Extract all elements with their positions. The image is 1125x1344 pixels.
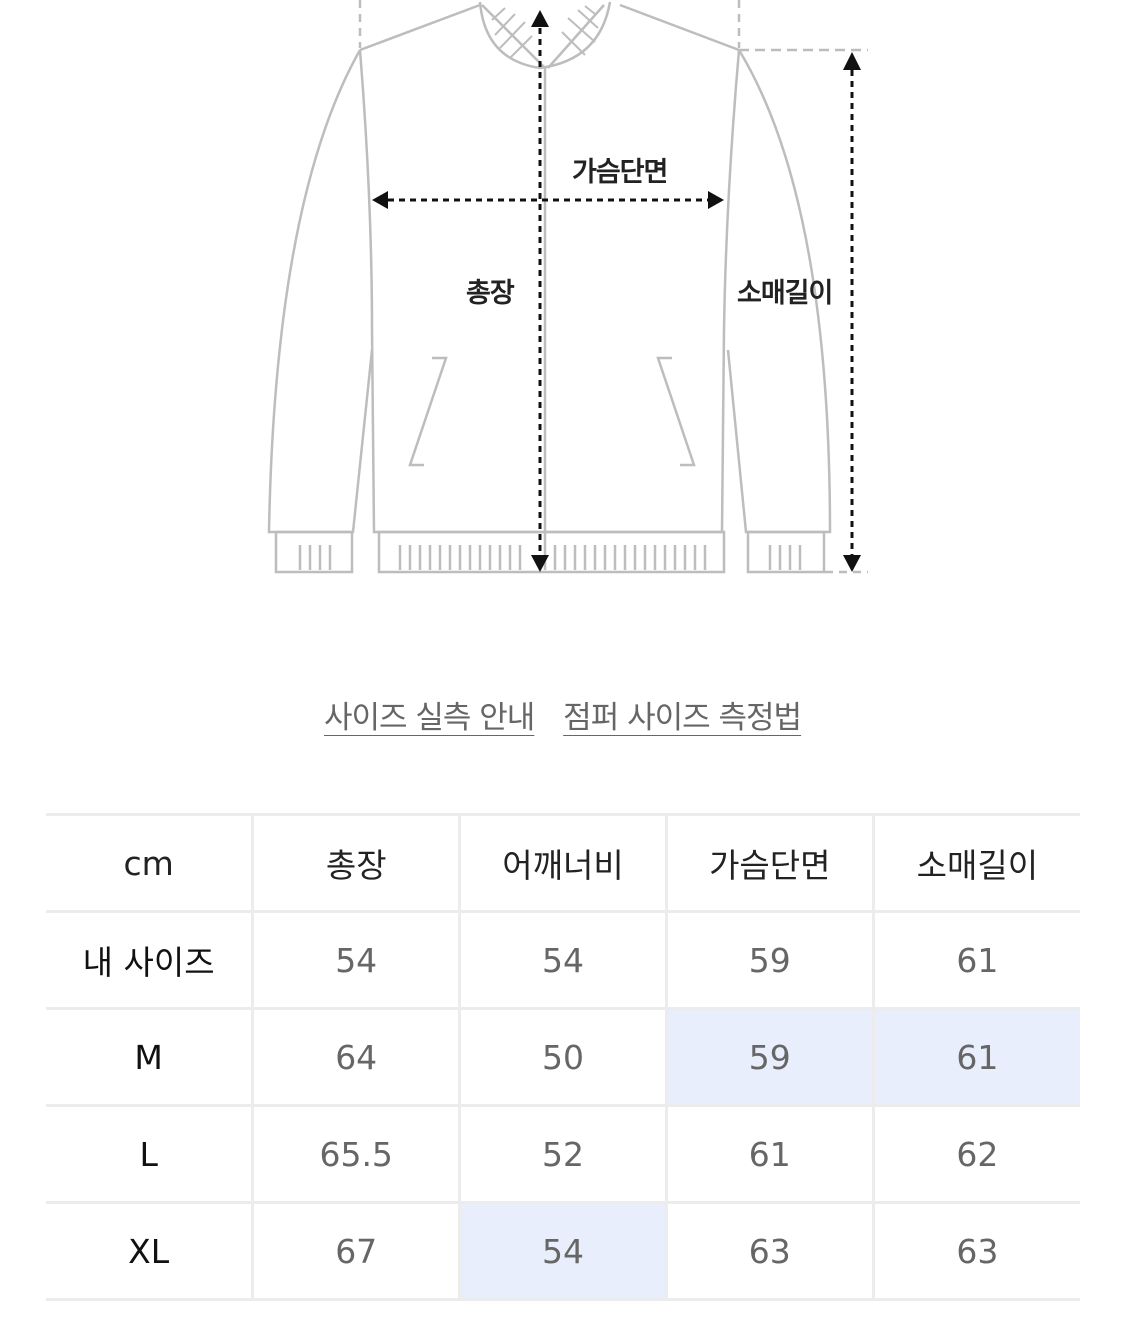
measurement-cell: 54 <box>458 910 668 1010</box>
measurement-cell: 63 <box>871 1201 1080 1301</box>
size-label: 내 사이즈 <box>46 910 255 1010</box>
table-row: L 65.5 52 61 62 <box>46 1104 1080 1204</box>
measurement-cell: 59 <box>664 910 875 1010</box>
measurement-cell: 61 <box>871 1007 1080 1107</box>
table-row: M 64 50 59 61 <box>46 1007 1080 1107</box>
measurement-cell: 63 <box>664 1201 875 1301</box>
size-label: XL <box>46 1201 255 1301</box>
size-label: L <box>46 1104 255 1204</box>
size-measurement-guide-link[interactable]: 사이즈 실측 안내 <box>323 700 535 736</box>
unit-header: cm <box>46 813 255 913</box>
table-row: XL 67 54 63 63 <box>46 1201 1080 1301</box>
column-header: 가슴단면 <box>664 813 875 913</box>
jacket-measurement-diagram <box>267 0 868 574</box>
size-guide-links: 사이즈 실측 안내 점퍼 사이즈 측정법 <box>0 692 1125 737</box>
measurement-cell: 61 <box>664 1104 875 1204</box>
size-label: M <box>46 1007 255 1107</box>
table-header-row: cm 총장 어깨너비 가슴단면 소매길이 <box>46 813 1080 913</box>
length-label: 총장 <box>466 278 515 309</box>
measurement-cell: 64 <box>251 1007 462 1107</box>
sleeve-label: 소매길이 <box>737 278 833 309</box>
measurement-cell: 61 <box>871 910 1080 1010</box>
measurement-cell: 50 <box>458 1007 668 1107</box>
measurement-cell: 65.5 <box>251 1104 462 1204</box>
measurement-cell: 67 <box>251 1201 462 1301</box>
column-header: 어깨너비 <box>458 813 668 913</box>
measurement-cell: 54 <box>458 1201 668 1301</box>
table-row: 내 사이즈 54 54 59 61 <box>46 910 1080 1010</box>
column-header: 총장 <box>251 813 462 913</box>
chest-label: 가슴단면 <box>572 157 668 188</box>
measurement-cell: 62 <box>871 1104 1080 1204</box>
size-table: cm 총장 어깨너비 가슴단면 소매길이 내 사이즈 54 54 59 61 M 64 50 5… <box>46 813 1080 1301</box>
measurement-cell: 59 <box>664 1007 875 1107</box>
measurement-cell: 54 <box>251 910 462 1010</box>
column-header: 소매길이 <box>871 813 1080 913</box>
measurement-cell: 52 <box>458 1104 668 1204</box>
jumper-measuring-method-link[interactable]: 점퍼 사이즈 측정법 <box>563 700 802 736</box>
